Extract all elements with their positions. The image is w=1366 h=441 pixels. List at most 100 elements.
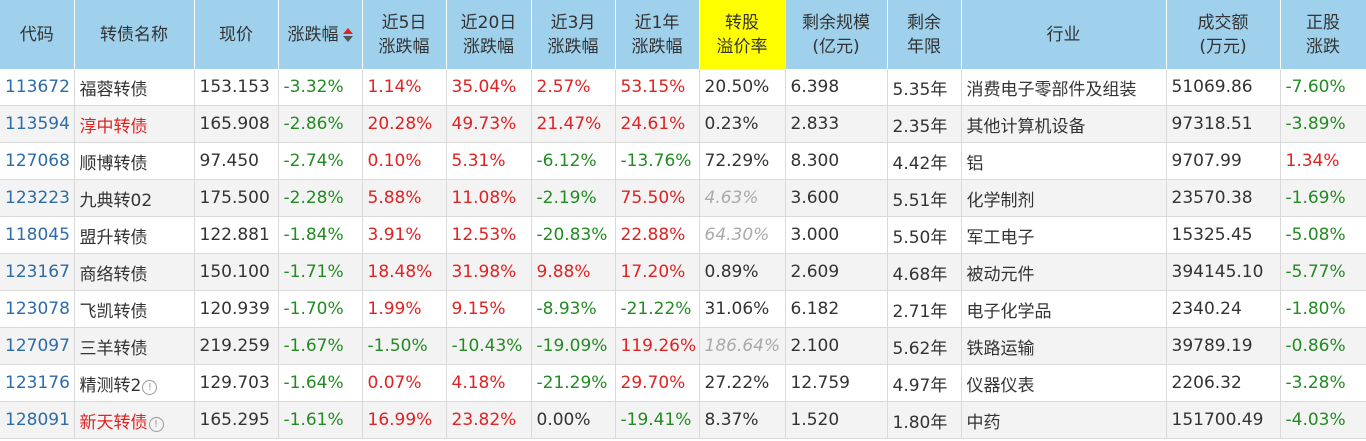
table-row[interactable]: 113672 福蓉转债 153.153 -3.32% 1.14% 35.04% 2.57% 5… (0, 69, 1366, 106)
amount-cell-text: 151700.49 (1171, 410, 1264, 430)
header-change-3m[interactable]: 近3月 涨跌幅 (531, 0, 616, 69)
header-change[interactable]: 涨跌幅 (278, 0, 363, 69)
bond-code-link-text[interactable]: 123167 (5, 262, 70, 282)
change-cell: -1.70% (278, 290, 363, 328)
stock-change-cell-text: -3.28% (1285, 373, 1346, 393)
header-amount[interactable]: 成交额 (万元) (1166, 0, 1281, 69)
header-stock-change[interactable]: 正股 涨跌 (1280, 0, 1366, 69)
change-5d-cell-text: 5.88% (367, 188, 422, 208)
header-remaining-scale[interactable]: 剩余规模 (亿元) (785, 0, 888, 69)
stock-change-cell-text: -1.69% (1285, 188, 1346, 208)
bond-code-link[interactable]: 118045 (0, 216, 75, 254)
bond-code-link[interactable]: 123167 (0, 253, 75, 291)
header-conversion-premium[interactable]: 转股 溢价率 (699, 0, 786, 69)
bond-code-link-text[interactable]: 113594 (5, 114, 70, 134)
bond-code-link-text[interactable]: 127097 (5, 336, 70, 356)
change-3m-cell: -21.29% (531, 364, 616, 402)
scale-cell: 12.759 (785, 364, 888, 402)
amount-cell: 23570.38 (1166, 179, 1281, 217)
price-cell: 219.259 (194, 327, 279, 365)
bond-name-link[interactable]: 福蓉转债 (74, 69, 195, 106)
stock-change-cell: -1.80% (1280, 290, 1366, 328)
premium-cell-text: 0.23% (704, 114, 759, 134)
bond-name-link-text[interactable]: 飞凯转债 (79, 301, 148, 322)
bond-code-link-text[interactable]: 123176 (5, 373, 70, 393)
bond-name-link[interactable]: 三羊转债 (74, 327, 195, 365)
bond-name-link-text[interactable]: 新天转债 (79, 412, 148, 433)
table-row[interactable]: 118045 盟升转债 122.881 -1.84% 3.91% 12.53% -20.83… (0, 216, 1366, 254)
bond-name-link-text[interactable]: 九典转02 (79, 190, 153, 211)
scale-cell-text: 2.833 (790, 114, 840, 134)
bond-name-link[interactable]: 商络转债 (74, 253, 195, 291)
change-20d-cell-text: 35.04% (451, 77, 517, 97)
bond-code-link[interactable]: 123223 (0, 179, 75, 217)
bond-name-link-text[interactable]: 三羊转债 (79, 338, 148, 359)
table-row[interactable]: 128091 新天转债! 165.295 -1.61% 16.99% 23.82% 0.00… (0, 401, 1366, 439)
table-row[interactable]: 123167 商络转债 150.100 -1.71% 18.48% 31.98% 9.88%… (0, 253, 1366, 291)
bond-name-link-text[interactable]: 顺博转债 (79, 153, 148, 174)
sort-arrows-icon[interactable] (342, 27, 353, 42)
header-change-5d[interactable]: 近5日 涨跌幅 (362, 0, 447, 69)
table-row[interactable]: 123176 精测转2! 129.703 -1.64% 0.07% 4.18% -21.29… (0, 364, 1366, 402)
bond-code-link[interactable]: 128091 (0, 401, 75, 439)
price-cell: 165.295 (194, 401, 279, 439)
amount-cell-text: 97318.51 (1171, 114, 1253, 134)
bond-code-link[interactable]: 113594 (0, 105, 75, 143)
bond-name-link-text[interactable]: 福蓉转债 (79, 79, 148, 100)
years-cell-text: 2.35年 (892, 116, 948, 137)
stock-change-cell-text: -4.03% (1285, 410, 1346, 430)
change-1y-cell: -13.76% (615, 142, 700, 180)
stock-change-cell-text: -1.80% (1285, 299, 1346, 319)
bond-name-link[interactable]: 新天转债! (74, 401, 195, 439)
table-row[interactable]: 123223 九典转02 175.500 -2.28% 5.88% 11.08% -2.19… (0, 179, 1366, 217)
stock-change-cell-text: -7.60% (1285, 77, 1346, 97)
bond-code-link[interactable]: 123176 (0, 364, 75, 402)
bond-name-link[interactable]: 精测转2! (74, 364, 195, 402)
bond-name-link[interactable]: 九典转02 (74, 179, 195, 217)
bond-code-link[interactable]: 113672 (0, 69, 75, 106)
header-code[interactable]: 代码 (0, 0, 75, 69)
table-row[interactable]: 127097 三羊转债 219.259 -1.67% -1.50% -10.43% -19.… (0, 327, 1366, 365)
premium-cell-text: 64.30% (704, 225, 770, 245)
bond-code-link[interactable]: 123078 (0, 290, 75, 328)
bond-code-link-text[interactable]: 113672 (5, 77, 70, 97)
header-price[interactable]: 现价 (194, 0, 279, 69)
price-cell-text: 97.450 (199, 151, 259, 171)
price-cell-text: 153.153 (199, 77, 270, 97)
bond-name-link-text[interactable]: 淳中转债 (79, 116, 148, 137)
bond-code-link-text[interactable]: 128091 (5, 410, 70, 430)
info-icon[interactable]: ! (148, 416, 164, 432)
years-cell: 4.97年 (887, 364, 962, 402)
header-remaining-years[interactable]: 剩余 年限 (887, 0, 962, 69)
header-industry[interactable]: 行业 (961, 0, 1167, 69)
header-change-20d[interactable]: 近20日 涨跌幅 (446, 0, 532, 69)
bond-code-link[interactable]: 127097 (0, 327, 75, 365)
table-row[interactable]: 127068 顺博转债 97.450 -2.74% 0.10% 5.31% -6.12% -1… (0, 142, 1366, 180)
years-cell: 5.35年 (887, 69, 962, 106)
bond-name-link-text[interactable]: 盟升转债 (79, 227, 148, 248)
bond-code-link-text[interactable]: 118045 (5, 225, 70, 245)
industry-cell-text: 仪器仪表 (966, 375, 1035, 396)
premium-cell: 0.23% (699, 105, 786, 143)
bond-name-link[interactable]: 盟升转债 (74, 216, 195, 254)
change-3m-cell: 2.57% (531, 69, 616, 106)
change-cell: -2.86% (278, 105, 363, 143)
change-5d-cell: -1.50% (362, 327, 447, 365)
bond-name-link[interactable]: 顺博转债 (74, 142, 195, 180)
bond-name-link-text[interactable]: 商络转债 (79, 264, 148, 285)
bond-code-link-text[interactable]: 123078 (5, 299, 70, 319)
table-row[interactable]: 113594 淳中转债 165.908 -2.86% 20.28% 49.73% 21.47… (0, 105, 1366, 143)
bond-name-link[interactable]: 飞凯转债 (74, 290, 195, 328)
years-cell: 1.80年 (887, 401, 962, 439)
info-icon[interactable]: ! (142, 379, 158, 395)
bond-code-link-text[interactable]: 127068 (5, 151, 70, 171)
header-change-1y[interactable]: 近1年 涨跌幅 (615, 0, 700, 69)
header-name[interactable]: 转债名称 (74, 0, 195, 69)
years-cell: 5.62年 (887, 327, 962, 365)
change-20d-cell-text: 4.18% (451, 373, 506, 393)
bond-code-link[interactable]: 127068 (0, 142, 75, 180)
bond-name-link-text[interactable]: 精测转2 (79, 375, 142, 396)
bond-name-link[interactable]: 淳中转债 (74, 105, 195, 143)
table-row[interactable]: 123078 飞凯转债 120.939 -1.70% 1.99% 9.15% -8.93% -… (0, 290, 1366, 328)
bond-code-link-text[interactable]: 123223 (5, 188, 70, 208)
